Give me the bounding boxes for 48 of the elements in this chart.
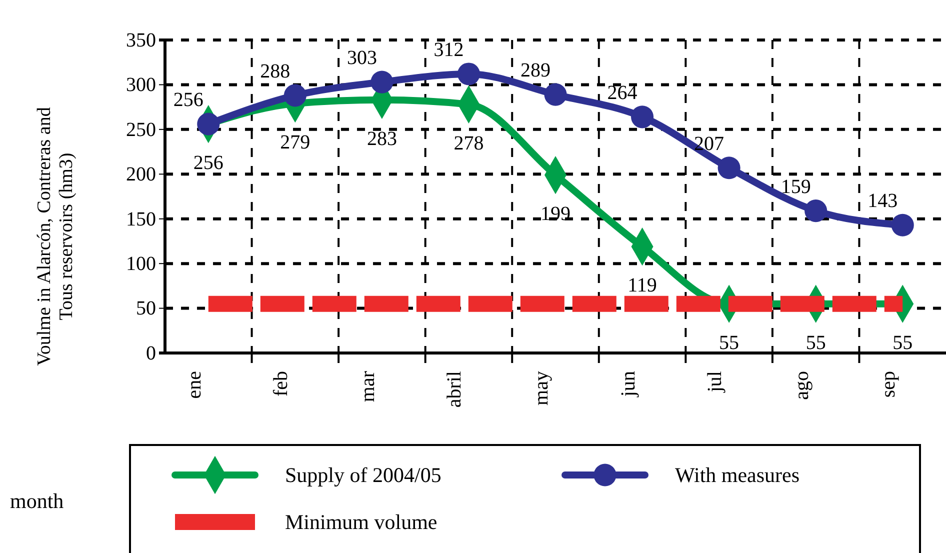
y-tick-label: 150 [126,208,156,230]
data-label: 278 [454,132,484,154]
data-label: 119 [628,274,657,297]
data-label: 283 [366,128,397,150]
data-label: 207 [694,132,724,155]
data-label: 256 [193,152,224,174]
data-label: 289 [520,60,550,82]
data-label: 264 [607,82,638,104]
point [630,106,654,128]
point [457,62,480,86]
x-tick-label: jul [704,370,726,394]
legend-label: With measures [675,463,800,487]
y-tick-label: 0 [146,342,156,364]
point [284,84,306,107]
y-tick-label: 50 [136,298,156,320]
y-axis-title: Voulme in Alarcón, Contreras and Tous reservoirs (hm3) [34,106,77,366]
point [718,156,740,180]
point [804,200,828,222]
y-tick-label: 250 [126,118,156,141]
data-label: 55 [806,332,826,354]
data-label: 256 [173,89,204,112]
y-tick-label: 200 [126,164,156,186]
point [197,112,220,136]
x-tick-label: ene [183,370,206,399]
data-label: 288 [260,60,290,82]
data-label: 303 [346,47,377,70]
x-axis-title: month [10,489,64,513]
data-label: 312 [434,38,464,61]
y-tick-label: 350 [126,29,156,52]
y-tick-label: 300 [126,74,156,96]
point [891,214,914,236]
x-tick-label: mar [356,370,379,402]
x-tick-label: ago [790,371,813,400]
y-tick-label: 100 [126,252,156,275]
point [370,70,394,94]
x-tick-label: abril [444,370,466,408]
data-label: 143 [868,190,898,212]
legend-label: Minimum volume [285,510,438,534]
data-label: 279 [280,131,310,154]
data-label: 55 [719,332,740,354]
data-label: 55 [892,332,913,354]
x-tick-label: feb [270,371,292,397]
data-label: 159 [780,176,811,198]
point [544,83,567,106]
x-tick-label: jun [617,371,640,398]
x-tick-label: may [530,371,552,406]
x-tick-label: sep [878,371,900,398]
legend-label: Supply of 2004/05 [285,463,442,487]
